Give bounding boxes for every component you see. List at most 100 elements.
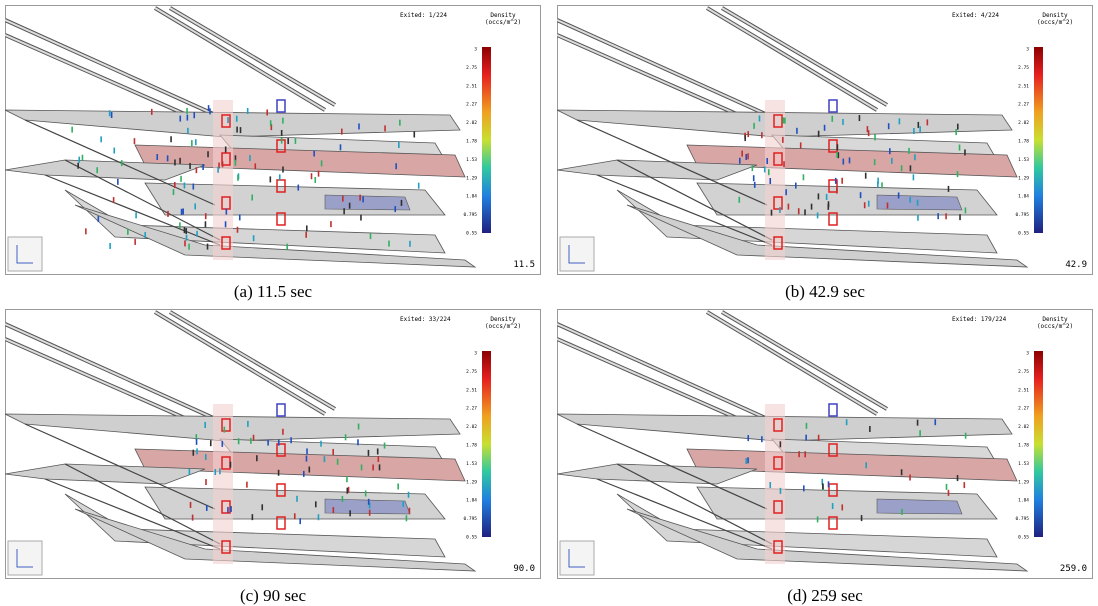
timer: 259.0 [1060, 564, 1087, 574]
occupant [867, 126, 869, 132]
occupant [761, 132, 763, 138]
axis-icon [560, 237, 594, 271]
occupant [196, 231, 198, 237]
occupant [365, 490, 367, 496]
occupant [278, 470, 280, 476]
occupant [345, 434, 347, 440]
occupant [948, 490, 950, 496]
occupant [827, 204, 829, 210]
occupant [370, 233, 372, 239]
occupant [836, 188, 838, 194]
occupant [318, 171, 320, 177]
occupant [398, 142, 400, 148]
occupant [948, 186, 950, 192]
occupant [187, 115, 189, 121]
occupant [877, 182, 879, 188]
occupant [227, 117, 229, 123]
occupant [194, 203, 196, 209]
occupant [783, 117, 785, 123]
occupant [963, 482, 965, 488]
caption: (b) 42.9 sec [557, 282, 1093, 302]
occupant [761, 436, 763, 442]
occupant [251, 194, 253, 200]
occupant [247, 421, 249, 427]
occupant [864, 202, 866, 208]
legend-tick: 2.75 [1018, 369, 1029, 375]
exited-count: Exited: 1/224 [400, 12, 447, 19]
occupant [239, 214, 241, 220]
legend-unit: (occs/m^2) [1037, 19, 1073, 26]
legend-tick: 0.55 [1018, 535, 1029, 541]
occupant [180, 176, 182, 182]
occupant [874, 134, 876, 140]
occupant [188, 244, 190, 250]
occupant [340, 144, 342, 150]
occupant [868, 201, 870, 207]
caption: (d) 259 sec [557, 586, 1093, 606]
occupant [358, 123, 360, 129]
occupant [358, 424, 360, 430]
occupant [78, 157, 80, 163]
occupant [237, 227, 239, 233]
occupant [343, 208, 345, 214]
occupant [236, 127, 238, 133]
occupant [295, 138, 297, 144]
occupant [910, 165, 912, 171]
occupant [362, 196, 364, 202]
legend-tick: 1.78 [1018, 139, 1029, 145]
occupant [313, 150, 315, 156]
panel: Exited: 179/224Density(occs/m^2)32.752.5… [557, 309, 1093, 579]
occupant [846, 419, 848, 425]
legend-tick: 2.02 [1018, 424, 1029, 430]
legend-title: Density [490, 12, 516, 19]
occupant [261, 504, 263, 510]
legend-tick: 2.51 [1018, 387, 1029, 393]
legend-tick: 1.78 [466, 139, 477, 145]
occupant [205, 454, 207, 460]
occupant [747, 457, 749, 463]
occupant [377, 448, 379, 454]
occupant [333, 507, 335, 513]
occupant [957, 124, 959, 130]
occupant [836, 152, 838, 158]
occupant [113, 197, 115, 203]
occupant [85, 228, 87, 234]
occupant [955, 129, 957, 135]
occupant [186, 108, 188, 114]
occupant [759, 115, 761, 121]
legend-title: Density [1042, 12, 1068, 19]
occupant [359, 195, 361, 201]
occupant [186, 235, 188, 241]
occupant [281, 138, 283, 144]
occupant [368, 450, 370, 456]
occupant [752, 165, 754, 171]
occupant [113, 148, 115, 154]
occupant [342, 496, 344, 502]
occupant [413, 131, 415, 137]
legend-tick: 1.04 [1018, 194, 1029, 200]
occupant [368, 499, 370, 505]
occupant [811, 204, 813, 210]
occupant [806, 423, 808, 429]
occupant [230, 506, 232, 512]
occupant [324, 456, 326, 462]
occupant [185, 228, 187, 234]
occupant [780, 441, 782, 447]
occupant [127, 229, 129, 235]
legend-tick: 1.78 [1018, 443, 1029, 449]
occupant [117, 179, 119, 185]
occupant [394, 206, 396, 212]
occupant [804, 209, 806, 215]
occupant [296, 496, 298, 502]
legend-tick: 1.29 [1018, 175, 1029, 181]
caption: (a) 11.5 sec [5, 282, 541, 302]
occupant [221, 441, 223, 447]
occupant [170, 136, 172, 142]
legend-tick: 2.27 [1018, 406, 1029, 412]
occupant [282, 167, 284, 173]
occupant [745, 458, 747, 464]
occupant [181, 209, 183, 215]
occupant [804, 451, 806, 457]
occupant [378, 456, 380, 462]
occupant [227, 507, 229, 513]
